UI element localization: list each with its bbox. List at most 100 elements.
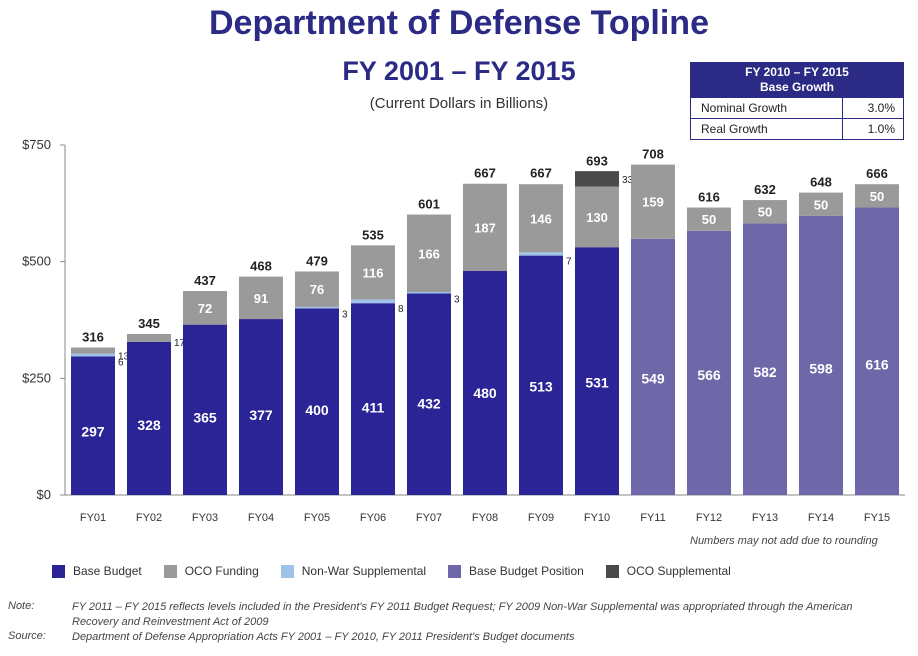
bar-chart: $0 $250 $500 $750 297 613 316 FY01 328 17 345 FY02 3… <box>22 137 905 524</box>
x-tick-label: FY07 <box>416 512 442 524</box>
bar-segment <box>519 252 563 256</box>
bar-segment <box>239 319 283 495</box>
bar-segment <box>71 347 115 354</box>
x-tick-label: FY02 <box>136 512 162 524</box>
bar-segment <box>295 308 339 495</box>
growth-row-label: Real Growth <box>691 119 843 139</box>
growth-row-value: 1.0% <box>867 122 895 136</box>
data-label: 549 <box>641 371 665 387</box>
bar-segment <box>351 245 395 300</box>
x-tick-label: FY06 <box>360 512 386 524</box>
base-growth-table: FY 2010 – FY 2015 Base Growth Nominal Gr… <box>690 62 904 140</box>
note-label: Note: <box>8 600 35 612</box>
data-label: 480 <box>473 385 497 401</box>
x-tick-label: FY05 <box>304 512 330 524</box>
source-line: Source: Department of Defense Appropriati… <box>8 630 908 645</box>
data-label: 33 <box>622 175 634 186</box>
bar-segment <box>407 293 451 495</box>
growth-table-title-1: FY 2010 – FY 2015 <box>745 65 849 79</box>
total-label: 316 <box>82 330 104 345</box>
x-tick-label: FY13 <box>752 512 778 524</box>
bar-segment <box>127 341 171 495</box>
bar-segment <box>407 214 451 292</box>
x-tick-label: FY10 <box>584 512 610 524</box>
data-label: 50 <box>758 205 772 220</box>
bar-segment <box>351 303 395 495</box>
source-text: Department of Defense Appropriation Acts… <box>72 631 575 643</box>
data-label: 116 <box>363 265 384 280</box>
x-tick-label: FY15 <box>864 512 890 524</box>
data-label: 531 <box>585 374 609 390</box>
data-label: 297 <box>81 424 105 440</box>
total-label: 479 <box>306 253 328 268</box>
legend-item-base-budget-position: Base Budget Position <box>448 564 584 578</box>
data-label: 566 <box>697 367 721 383</box>
bar-segment <box>575 186 619 248</box>
x-tick-label: FY14 <box>808 512 834 524</box>
total-label: 708 <box>642 147 664 162</box>
legend-swatch <box>605 564 619 578</box>
total-label: 667 <box>530 166 552 181</box>
total-label: 601 <box>418 197 440 212</box>
growth-table-title-2: Base Growth <box>759 80 834 94</box>
total-label: 345 <box>138 316 160 331</box>
data-label: 91 <box>254 291 268 306</box>
total-label: 437 <box>194 273 216 288</box>
x-tick-label: FY09 <box>528 512 554 524</box>
x-tick-label: FY04 <box>248 512 274 524</box>
bar-segment <box>799 192 843 216</box>
data-label: 432 <box>417 395 441 411</box>
data-label: 3 <box>454 294 460 305</box>
bar-segment <box>743 223 787 495</box>
data-label: 50 <box>814 197 828 212</box>
data-label: 513 <box>529 378 553 394</box>
bar-segment <box>463 271 507 495</box>
data-label: 166 <box>418 246 440 261</box>
bar-segment <box>71 353 115 357</box>
y-tick-label: $250 <box>22 370 51 385</box>
legend-label: Base Budget Position <box>469 564 584 578</box>
bar-segment <box>407 292 451 294</box>
bar-segment <box>519 255 563 495</box>
source-label: Source: <box>8 630 46 642</box>
chart-notes: Note: FY 2011 – FY 2015 reflects levels i… <box>8 600 908 645</box>
bar-segment <box>687 230 731 495</box>
legend-swatch <box>280 564 294 578</box>
bar-segment <box>631 164 675 239</box>
x-tick-label: FY08 <box>472 512 498 524</box>
data-label: 130 <box>586 210 608 225</box>
bar-segment <box>239 276 283 320</box>
data-label: 50 <box>870 189 884 204</box>
legend-swatch <box>52 564 65 578</box>
bar-segment <box>743 200 787 224</box>
data-label: 365 <box>193 409 217 425</box>
legend-item-oco-funding: OCO Funding <box>163 564 259 578</box>
chart-legend: Base Budget OCO Funding Non-War Suppleme… <box>52 564 753 578</box>
bar-segment <box>71 356 115 495</box>
legend-item-base-budget: Base Budget <box>52 564 142 578</box>
data-label: 328 <box>137 417 161 433</box>
legend-item-oco-supplemental: OCO Supplemental <box>605 564 731 578</box>
y-tick-label: $0 <box>37 487 51 502</box>
data-label: 187 <box>474 220 496 235</box>
data-label: 8 <box>398 304 404 315</box>
legend-label: OCO Supplemental <box>626 564 731 578</box>
x-tick-label: FY01 <box>80 512 106 524</box>
rounding-annotation: Numbers may not add due to rounding <box>690 535 878 547</box>
note-line: Note: FY 2011 – FY 2015 reflects levels i… <box>8 600 908 630</box>
bar-segment <box>575 247 619 495</box>
data-label: 7 <box>566 257 572 268</box>
bar-segment <box>183 324 227 495</box>
x-tick-label: FY03 <box>192 512 218 524</box>
data-label: 76 <box>310 282 324 297</box>
legend-label: Non-War Supplemental <box>301 564 427 578</box>
data-label: 6 <box>118 357 124 368</box>
growth-row-real: Real Growth 1.0% <box>691 118 903 139</box>
total-label: 648 <box>810 175 832 190</box>
growth-table-header: FY 2010 – FY 2015 Base Growth <box>691 63 903 97</box>
x-tick-label: FY12 <box>696 512 722 524</box>
data-label: 17 <box>174 338 186 349</box>
legend-label: Base Budget <box>73 564 142 578</box>
data-label: 598 <box>809 360 833 376</box>
chart-units: (Current Dollars in Billions) <box>369 95 549 112</box>
